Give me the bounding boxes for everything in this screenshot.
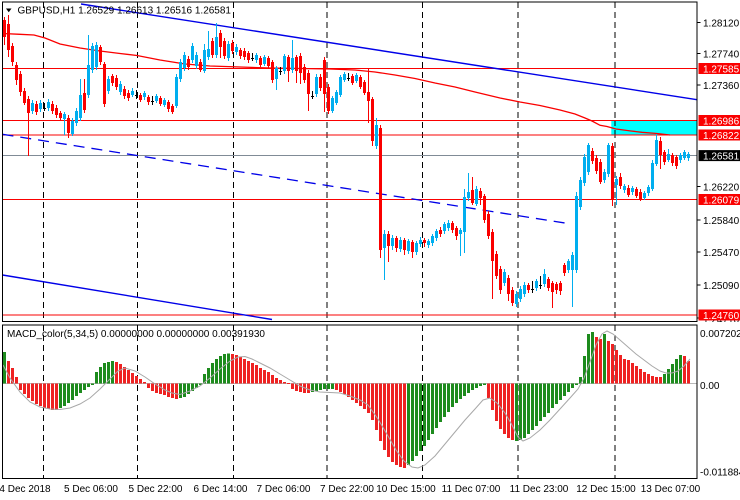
- svg-text:5 Dec 22:00: 5 Dec 22:00: [129, 484, 183, 495]
- svg-text:11 Dec 07:00: 11 Dec 07:00: [442, 484, 501, 495]
- svg-text:1.26220: 1.26220: [703, 183, 740, 194]
- svg-text:7 Dec 06:00: 7 Dec 06:00: [257, 484, 311, 495]
- svg-text:0.00: 0.00: [700, 381, 720, 392]
- svg-text:1.27740: 1.27740: [703, 50, 740, 61]
- svg-text:1.26822: 1.26822: [703, 131, 740, 142]
- svg-text:1.27585: 1.27585: [703, 65, 740, 76]
- svg-text:1.26079: 1.26079: [703, 196, 740, 207]
- svg-text:1.25470: 1.25470: [703, 248, 740, 259]
- svg-text:10 Dec 15:00: 10 Dec 15:00: [376, 484, 436, 495]
- svg-text:12 Dec 15:00: 12 Dec 15:00: [576, 484, 636, 495]
- svg-text:GBPUSD,H1 1.26529 1.26613 1.2: GBPUSD,H1 1.26529 1.26613 1.26516 1.2658…: [18, 6, 232, 17]
- svg-text:1.25840: 1.25840: [703, 216, 740, 227]
- svg-text:6 Dec 14:00: 6 Dec 14:00: [194, 484, 248, 495]
- svg-text:7 Dec 22:00: 7 Dec 22:00: [320, 484, 374, 495]
- svg-text:1.26986: 1.26986: [703, 117, 740, 128]
- svg-text:MACD_color(5,34,5) 0.00000000: MACD_color(5,34,5) 0.00000000 0.00000000…: [7, 329, 265, 340]
- svg-text:1.26581: 1.26581: [703, 152, 740, 163]
- svg-text:-0.011884: -0.011884: [700, 468, 740, 479]
- svg-text:1.25090: 1.25090: [703, 281, 740, 292]
- svg-text:1.27360: 1.27360: [703, 81, 740, 92]
- svg-text:5 Dec 06:00: 5 Dec 06:00: [64, 484, 118, 495]
- svg-text:1.24760: 1.24760: [703, 311, 740, 322]
- svg-text:11 Dec 23:00: 11 Dec 23:00: [510, 484, 569, 495]
- svg-text:0.0072029: 0.0072029: [700, 329, 740, 340]
- svg-text:1.28120: 1.28120: [703, 19, 740, 30]
- svg-text:13 Dec 07:00: 13 Dec 07:00: [641, 484, 701, 495]
- svg-text:4 Dec 2018: 4 Dec 2018: [0, 484, 51, 495]
